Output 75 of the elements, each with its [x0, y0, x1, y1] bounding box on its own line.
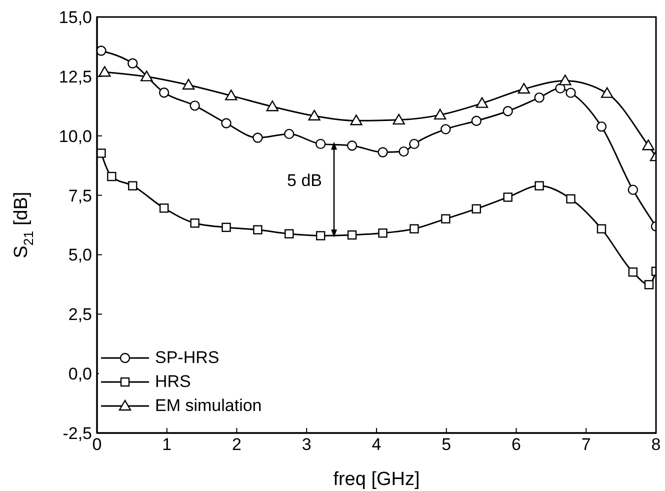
point — [222, 222, 231, 232]
point — [347, 230, 357, 240]
y-tick-label: 2,5 — [68, 305, 92, 324]
x-tick-label: 8 — [651, 435, 661, 454]
point — [596, 224, 606, 234]
point — [107, 172, 116, 182]
point — [308, 110, 320, 120]
point — [410, 224, 419, 234]
y-tick-label: 7,5 — [68, 186, 92, 206]
y-tick-label: 0,0 — [68, 364, 92, 384]
y-tick-label: 12,5 — [58, 67, 92, 86]
point — [642, 140, 654, 150]
point — [398, 146, 409, 157]
point — [600, 87, 614, 98]
point — [628, 267, 638, 277]
point — [221, 118, 232, 128]
point — [596, 121, 607, 132]
x-tick-label: 2 — [232, 435, 242, 454]
point — [503, 192, 512, 202]
point — [316, 231, 326, 240]
point — [316, 138, 326, 150]
point — [97, 148, 106, 158]
legend-label: SP-HRS — [155, 348, 220, 368]
x-tick-label: 3 — [302, 435, 312, 454]
point — [471, 116, 482, 126]
point — [644, 280, 654, 290]
annotation: 5 dB — [287, 171, 322, 190]
x-tick-label: 1 — [162, 435, 172, 454]
point — [628, 184, 638, 195]
point — [518, 82, 530, 94]
point — [98, 66, 111, 77]
point — [284, 128, 294, 140]
x-axis-title: freq [GHz] — [333, 469, 420, 490]
point — [559, 74, 572, 86]
point — [502, 106, 513, 116]
point — [566, 194, 576, 204]
point — [158, 87, 170, 98]
point — [128, 181, 138, 190]
x-tick-label: 7 — [581, 435, 591, 454]
point — [441, 214, 450, 224]
legend-label: HRS — [155, 372, 191, 392]
y-tick-label: 10,0 — [58, 126, 92, 146]
point — [266, 100, 278, 112]
point — [190, 218, 200, 228]
y-tick-label: -2,5 — [62, 424, 92, 444]
point — [434, 108, 446, 120]
point — [253, 225, 262, 234]
point — [128, 58, 138, 68]
x-tick-label: 5 — [442, 435, 452, 454]
x-tick-label: 4 — [372, 435, 382, 454]
point — [476, 97, 488, 108]
point — [190, 100, 200, 111]
y-tick-label: 15,0 — [58, 8, 92, 28]
point — [346, 140, 358, 151]
point — [378, 147, 388, 158]
point — [534, 181, 544, 190]
point — [472, 204, 482, 214]
point — [140, 70, 153, 82]
point — [284, 229, 294, 238]
point — [182, 78, 195, 90]
x-tick-label: 6 — [512, 435, 521, 454]
point — [225, 90, 238, 100]
point — [350, 114, 362, 126]
point — [409, 138, 420, 150]
point — [392, 114, 405, 125]
point — [97, 46, 106, 56]
x-tick-label: 0 — [92, 435, 102, 454]
point — [159, 204, 169, 213]
legend-label: EM simulation — [155, 396, 262, 416]
point — [378, 228, 388, 238]
y-tick-label: 5,0 — [68, 246, 92, 265]
point — [252, 132, 263, 143]
point — [440, 124, 451, 134]
point — [534, 92, 544, 103]
point — [566, 88, 576, 98]
